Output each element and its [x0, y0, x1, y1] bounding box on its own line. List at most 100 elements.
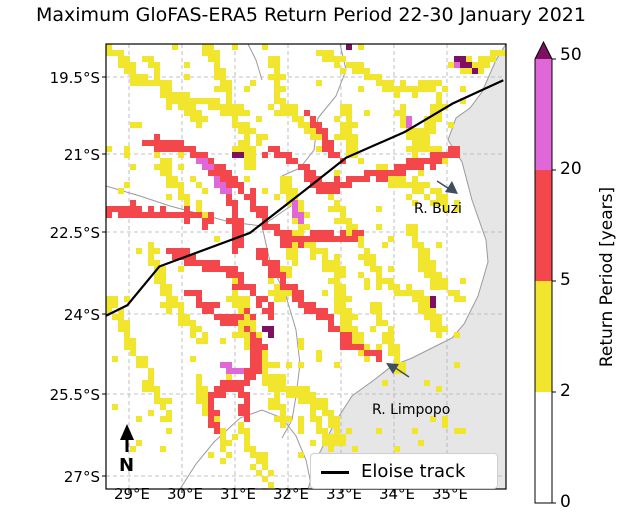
- return-period-cell: [340, 68, 346, 74]
- return-period-cell: [244, 152, 250, 158]
- return-period-cell: [328, 422, 334, 428]
- return-period-cell: [160, 170, 166, 176]
- return-period-cell: [232, 272, 238, 278]
- return-period-cell: [304, 236, 310, 242]
- return-period-cell: [358, 254, 364, 260]
- return-period-cell: [466, 68, 472, 74]
- return-period-cell: [370, 308, 376, 314]
- return-period-cell: [250, 326, 256, 332]
- return-period-cell: [316, 422, 322, 428]
- return-period-cell: [148, 386, 154, 392]
- return-period-cell: [328, 236, 334, 242]
- return-period-cell: [178, 302, 184, 308]
- return-period-cell: [244, 320, 250, 326]
- return-period-cell: [436, 326, 442, 332]
- return-period-cell: [250, 374, 256, 380]
- return-period-cell: [142, 380, 148, 386]
- return-period-cell: [196, 338, 202, 344]
- return-period-cell: [106, 44, 112, 50]
- return-period-cell: [304, 392, 310, 398]
- return-period-cell: [238, 278, 244, 284]
- return-period-cell: [184, 110, 190, 116]
- return-period-cell: [118, 56, 124, 62]
- return-period-cell: [424, 182, 430, 188]
- return-period-cell: [496, 50, 502, 56]
- lat-label-22-5: 22.5°S: [49, 224, 100, 242]
- country-border: [106, 185, 301, 227]
- return-period-cell: [334, 182, 340, 188]
- return-period-cell: [394, 182, 400, 188]
- return-period-cell: [244, 86, 250, 92]
- return-period-cell: [190, 98, 196, 104]
- return-period-cell: [154, 152, 160, 158]
- return-period-cell: [244, 434, 250, 440]
- return-period-cell: [310, 302, 316, 308]
- lat-label-21: 21°S: [63, 146, 100, 164]
- return-period-cell: [160, 146, 166, 152]
- return-period-cell: [160, 140, 166, 146]
- return-period-cell: [196, 380, 202, 386]
- return-period-cell: [430, 146, 436, 152]
- return-period-cell: [304, 224, 310, 230]
- return-period-cell: [238, 422, 244, 428]
- return-period-cell: [202, 158, 208, 164]
- return-period-cell: [232, 368, 238, 374]
- return-period-cell: [286, 362, 292, 368]
- return-period-cell: [274, 392, 280, 398]
- return-period-cell: [442, 284, 448, 290]
- return-period-cell: [244, 140, 250, 146]
- return-period-cell: [262, 212, 268, 218]
- return-period-cell: [262, 326, 268, 332]
- return-period-cell: [418, 140, 424, 146]
- return-period-cell: [424, 128, 430, 134]
- return-period-cell: [430, 302, 436, 308]
- return-period-cell: [304, 398, 310, 404]
- return-period-cell: [310, 410, 316, 416]
- return-period-cell: [256, 296, 262, 302]
- return-period-cell: [268, 314, 274, 320]
- return-period-cell: [202, 218, 208, 224]
- return-period-cell: [280, 416, 286, 422]
- colorbar-tick-20: 20: [560, 159, 582, 179]
- return-period-cell: [166, 212, 172, 218]
- return-period-cell: [352, 326, 358, 332]
- country-border: [247, 44, 263, 81]
- return-period-cell: [136, 362, 142, 368]
- return-period-cell: [226, 86, 232, 92]
- return-period-cell: [412, 164, 418, 170]
- return-period-cell: [370, 260, 376, 266]
- return-period-cell: [376, 74, 382, 80]
- return-period-cell: [280, 74, 286, 80]
- return-period-cell: [364, 278, 370, 284]
- return-period-cell: [316, 428, 322, 434]
- return-period-cell: [358, 242, 364, 248]
- return-period-cell: [136, 356, 142, 362]
- return-period-cell: [310, 236, 316, 242]
- return-period-cell: [136, 212, 142, 218]
- return-period-cell: [244, 194, 250, 200]
- return-period-cell: [382, 338, 388, 344]
- return-period-cell: [436, 92, 442, 98]
- return-period-cell: [286, 392, 292, 398]
- return-period-cell: [274, 224, 280, 230]
- return-period-cell: [346, 218, 352, 224]
- return-period-cell: [292, 248, 298, 254]
- return-period-cell: [394, 170, 400, 176]
- return-period-cell: [118, 188, 124, 194]
- return-period-cell: [292, 242, 298, 248]
- lon-label-32: 32°E: [272, 485, 310, 503]
- return-period-cell: [286, 194, 292, 200]
- return-period-cell: [250, 206, 256, 212]
- return-period-cell: [346, 320, 352, 326]
- return-period-cell: [430, 266, 436, 272]
- return-period-cell: [340, 344, 346, 350]
- return-period-cell: [334, 116, 340, 122]
- return-period-cell: [502, 50, 506, 56]
- return-period-cell: [196, 206, 202, 212]
- return-period-cell: [376, 206, 382, 212]
- return-period-cell: [436, 386, 442, 392]
- return-period-cell: [418, 296, 424, 302]
- return-period-cell: [214, 236, 220, 242]
- return-period-cell: [148, 368, 154, 374]
- return-period-cell: [280, 188, 286, 194]
